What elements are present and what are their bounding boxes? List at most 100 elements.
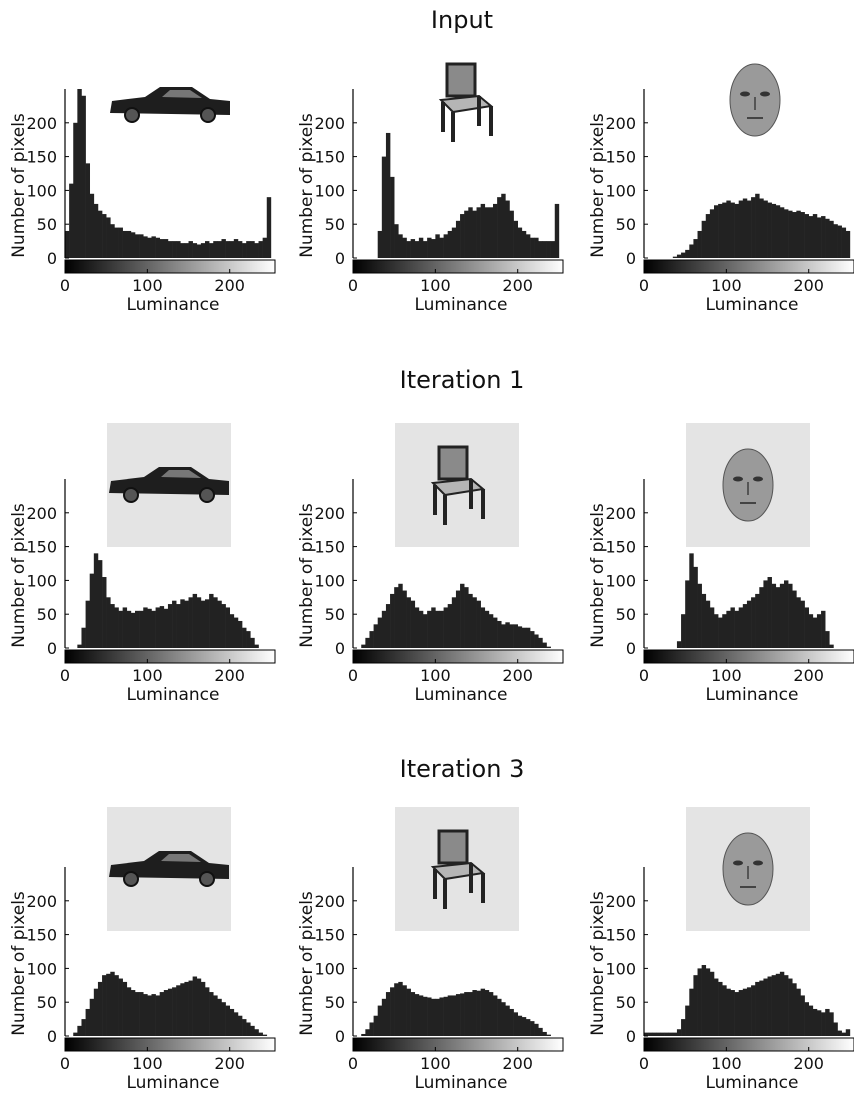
bar [664,1032,670,1036]
face-eye [753,476,763,482]
bar [414,994,420,1036]
bar [538,1027,543,1036]
object-image [729,63,781,137]
bars [361,583,551,648]
bar [521,230,527,258]
bar [439,610,444,648]
bar [242,1019,247,1036]
bar [718,981,723,1036]
y-tick-label: 0 [47,639,57,658]
bar [714,205,719,258]
bar [188,597,193,648]
bar [788,583,793,648]
bar [837,1030,842,1036]
x-tick-label: 200 [214,276,245,295]
bar [455,590,461,648]
bar [114,975,119,1036]
bar [69,183,74,258]
x-axis-label: Luminance [705,295,798,315]
car-wheel [200,107,216,123]
colorbar [643,259,854,274]
bar [427,997,432,1036]
bar [414,241,420,258]
bar [714,978,719,1036]
bar [701,965,707,1036]
y-tick-label: 50 [325,215,345,234]
bar [176,985,181,1036]
bar [652,1032,657,1036]
bar [122,230,128,258]
bar [484,610,490,648]
y-tick-label: 150 [26,538,57,557]
y-tick-label: 50 [616,215,636,234]
bar [246,241,251,258]
bar [829,1012,834,1036]
bar [147,608,152,648]
bar [546,241,551,258]
car-body [109,851,229,879]
bar [759,587,764,648]
bar [681,252,686,258]
bar [233,617,239,648]
bar [738,607,744,648]
bar [200,600,206,648]
section-title: Input [431,6,493,34]
bar [250,241,255,258]
bar [106,973,111,1036]
bar [833,224,838,258]
bar [746,200,752,258]
bar [102,975,107,1036]
bar [472,990,477,1036]
x-tick-label: 200 [793,1054,824,1073]
bar [751,985,756,1036]
colorbar [352,259,564,274]
bar [155,995,161,1036]
bar [460,993,465,1036]
x-axis-label: Luminance [126,295,219,315]
car-window [161,470,201,478]
bar [381,998,387,1036]
bar [139,234,144,258]
bar [513,624,519,648]
bar [804,214,810,258]
bar [143,607,148,648]
y-tick-label: 0 [335,1027,345,1046]
colorbar [64,1037,276,1052]
y-tick-label: 100 [605,571,636,590]
bar [126,230,132,258]
bar [221,604,226,648]
y-tick-label: 200 [26,504,57,523]
bar [767,202,772,258]
bar [464,587,469,648]
y-tick-label: 50 [325,605,345,624]
bar [829,644,834,648]
bar [394,983,399,1036]
bar [644,1032,649,1036]
bar [460,583,465,648]
bar [246,631,251,648]
bar [229,1008,235,1036]
bar [751,197,756,258]
bar [534,634,539,648]
bar [225,1005,231,1036]
bar [784,580,789,648]
bar [530,237,535,258]
bar [734,203,740,258]
bar [821,216,826,258]
y-tick-label: 100 [605,959,636,978]
car-window [161,854,201,862]
bar [402,590,407,648]
bar [159,992,165,1036]
bar [188,241,193,258]
bar [779,583,785,648]
bar [439,997,444,1036]
bar [480,988,486,1036]
bar [163,239,169,258]
bar [738,990,744,1036]
y-axis-label: Number of pixels [9,113,29,258]
x-tick-label: 0 [60,1054,70,1073]
bar [361,1033,366,1036]
bar [205,599,210,648]
bar [800,600,805,648]
